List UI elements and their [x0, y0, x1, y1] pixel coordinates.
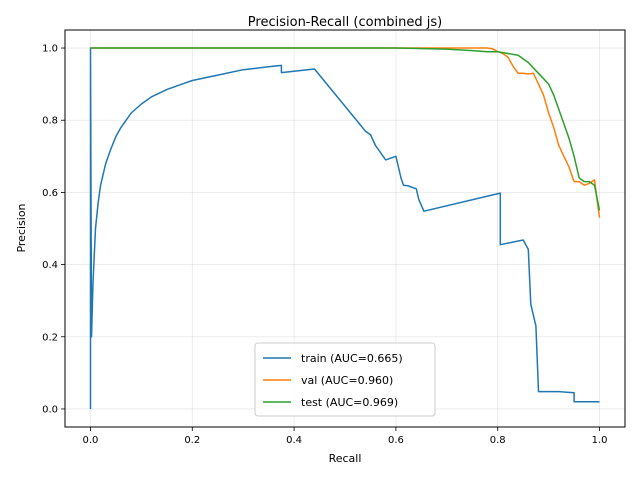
series-lines [89, 47, 601, 409]
chart-title: Precision-Recall (combined js) [248, 15, 442, 30]
y-tick-label: 1.0 [42, 44, 58, 55]
x-tick-label: 1.0 [592, 435, 608, 446]
x-tick-label: 0.4 [286, 435, 302, 446]
x-tick-label: 0.2 [184, 435, 200, 446]
legend-box [254, 342, 436, 417]
legend-entry-1: val (AUC=0.960) [301, 374, 393, 387]
series-line-0 [89, 47, 600, 409]
x-tick-label: 0.0 [83, 435, 99, 446]
y-tick-label: 0.6 [42, 188, 58, 199]
x-tick-label: 0.8 [490, 435, 506, 446]
x-tick-label: 0.6 [388, 435, 404, 446]
x-axis-label: Recall [329, 452, 362, 465]
x-axis-ticks: 0.0 0.2 0.4 0.6 0.8 1.0 [83, 427, 608, 446]
legend-entry-0: train (AUC=0.665) [301, 352, 403, 365]
plot-frame [64, 29, 626, 428]
y-tick-label: 0.2 [42, 332, 58, 343]
y-tick-label: 0.8 [42, 116, 58, 127]
y-axis-ticks: 0.0 0.2 0.4 0.6 0.8 1.0 [42, 44, 65, 415]
legend-entry-2: test (AUC=0.969) [301, 396, 398, 409]
legend: train (AUC=0.665) val (AUC=0.960) test (AU… [254, 342, 436, 417]
series-line-2 [90, 47, 601, 211]
y-tick-label: 0.0 [42, 404, 58, 415]
y-tick-label: 0.4 [42, 260, 58, 271]
y-axis-label: Precision [15, 203, 28, 252]
